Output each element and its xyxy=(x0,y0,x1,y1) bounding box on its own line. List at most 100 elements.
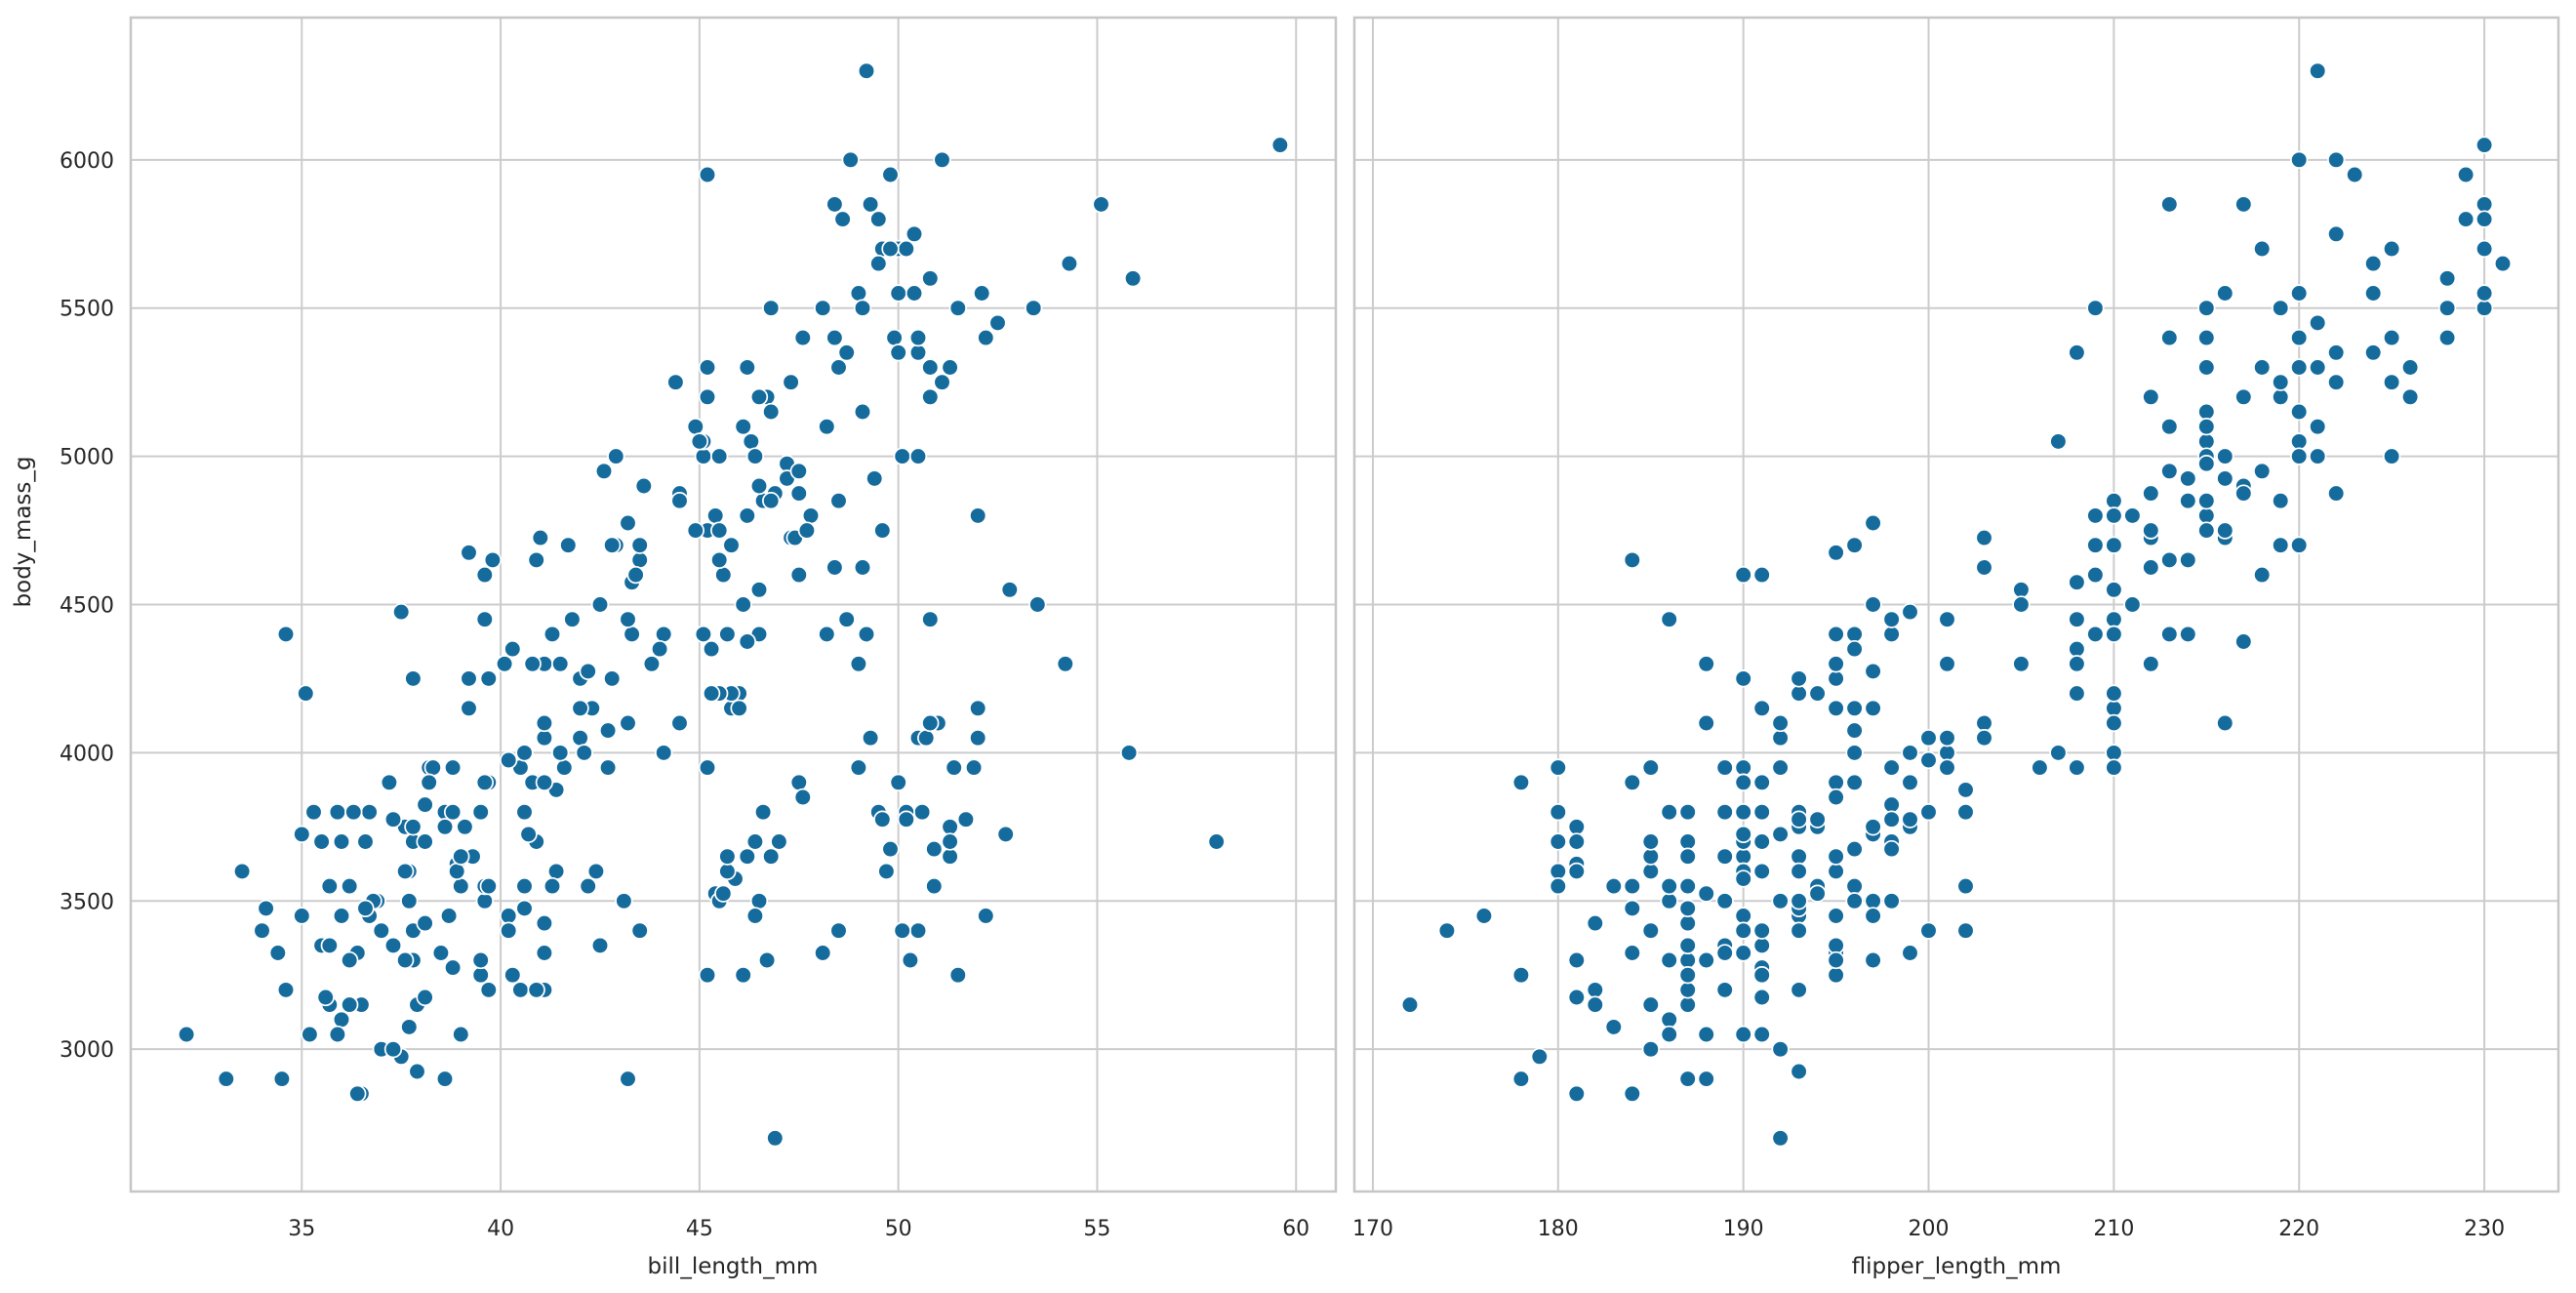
data-point xyxy=(2475,195,2494,214)
data-point xyxy=(745,832,765,851)
data-point xyxy=(749,581,769,599)
data-point xyxy=(2031,758,2049,777)
data-point xyxy=(2216,521,2234,540)
data-point xyxy=(849,284,868,303)
data-point xyxy=(2234,632,2253,651)
data-point xyxy=(320,936,339,955)
data-point xyxy=(1734,847,1752,866)
x-axis-label-left: bill_length_mm xyxy=(648,1254,819,1279)
data-point xyxy=(2475,284,2494,303)
data-point xyxy=(762,299,781,317)
data-point xyxy=(1641,758,1660,777)
right-plot: 170 180 190 200 210 220 230 xyxy=(1352,16,2560,1241)
data-point xyxy=(2197,299,2216,317)
data-point xyxy=(837,610,856,628)
data-point xyxy=(698,358,717,377)
data-point xyxy=(2272,299,2290,317)
data-point xyxy=(1956,781,1975,799)
data-point xyxy=(734,595,752,614)
data-point xyxy=(933,373,951,391)
data-point xyxy=(443,758,463,777)
data-point xyxy=(2290,358,2309,377)
data-point xyxy=(1827,788,1845,807)
data-point xyxy=(2400,358,2420,377)
data-point xyxy=(1207,832,1226,851)
data-point xyxy=(276,981,296,999)
data-point xyxy=(619,610,637,628)
data-point xyxy=(837,343,856,362)
data-point xyxy=(801,506,821,525)
data-point xyxy=(531,528,549,547)
data-point xyxy=(793,328,812,347)
data-point xyxy=(2364,343,2383,362)
data-point xyxy=(435,1070,455,1088)
data-point xyxy=(1790,921,1808,940)
data-point xyxy=(1641,862,1660,881)
data-point xyxy=(1028,595,1047,614)
data-point xyxy=(2272,387,2290,406)
data-point xyxy=(789,484,808,503)
data-point xyxy=(301,1025,319,1044)
data-point xyxy=(1827,907,1845,925)
data-point xyxy=(2290,447,2309,465)
data-point xyxy=(2327,484,2346,503)
data-point xyxy=(753,803,773,822)
data-point xyxy=(1901,744,1919,762)
data-point xyxy=(1827,699,1845,717)
data-point xyxy=(905,284,924,303)
data-point xyxy=(500,907,518,925)
data-point xyxy=(698,165,717,184)
data-point xyxy=(2160,328,2179,347)
data-point xyxy=(416,795,434,814)
data-point xyxy=(2160,550,2179,570)
data-point xyxy=(571,699,589,717)
data-point xyxy=(615,892,633,910)
data-point xyxy=(1956,876,1975,896)
data-point xyxy=(825,328,844,347)
data-point xyxy=(1530,1047,1549,1066)
data-point xyxy=(849,655,868,673)
data-point xyxy=(857,61,876,80)
data-point xyxy=(925,876,944,896)
data-point xyxy=(814,944,832,962)
data-point xyxy=(2105,744,2123,762)
data-point xyxy=(1752,699,1771,717)
data-point xyxy=(2327,343,2346,362)
data-point xyxy=(789,462,808,480)
data-point xyxy=(443,803,463,822)
data-point xyxy=(2142,655,2160,673)
data-point xyxy=(749,892,769,910)
data-point xyxy=(2105,581,2123,599)
x-axis-label-right: flipper_length_mm xyxy=(1852,1254,2062,1279)
data-point xyxy=(380,773,399,791)
data-point xyxy=(383,810,403,828)
data-point xyxy=(598,758,618,777)
data-point xyxy=(523,655,542,673)
data-point xyxy=(1975,558,1993,577)
x-tick-label: 170 xyxy=(1352,1217,1393,1241)
data-point xyxy=(2253,565,2272,585)
data-point xyxy=(2382,373,2401,391)
data-point xyxy=(559,536,578,554)
data-point xyxy=(1882,892,1901,910)
data-point xyxy=(2160,195,2179,214)
data-point xyxy=(1827,625,1845,644)
data-point xyxy=(869,254,888,273)
data-point xyxy=(734,966,752,985)
data-point xyxy=(873,521,892,540)
data-point xyxy=(2123,506,2142,525)
data-point xyxy=(1790,669,1808,688)
data-point xyxy=(1901,773,1919,791)
data-point xyxy=(698,387,717,406)
data-point xyxy=(861,195,880,214)
data-point xyxy=(2142,387,2160,406)
x-tick-label: 210 xyxy=(2093,1217,2134,1241)
data-point xyxy=(1623,944,1641,962)
data-point xyxy=(293,907,311,925)
data-point xyxy=(977,907,995,925)
data-point xyxy=(1808,884,1827,903)
data-point xyxy=(2105,492,2123,510)
data-point xyxy=(348,1084,367,1103)
data-point xyxy=(865,469,884,488)
